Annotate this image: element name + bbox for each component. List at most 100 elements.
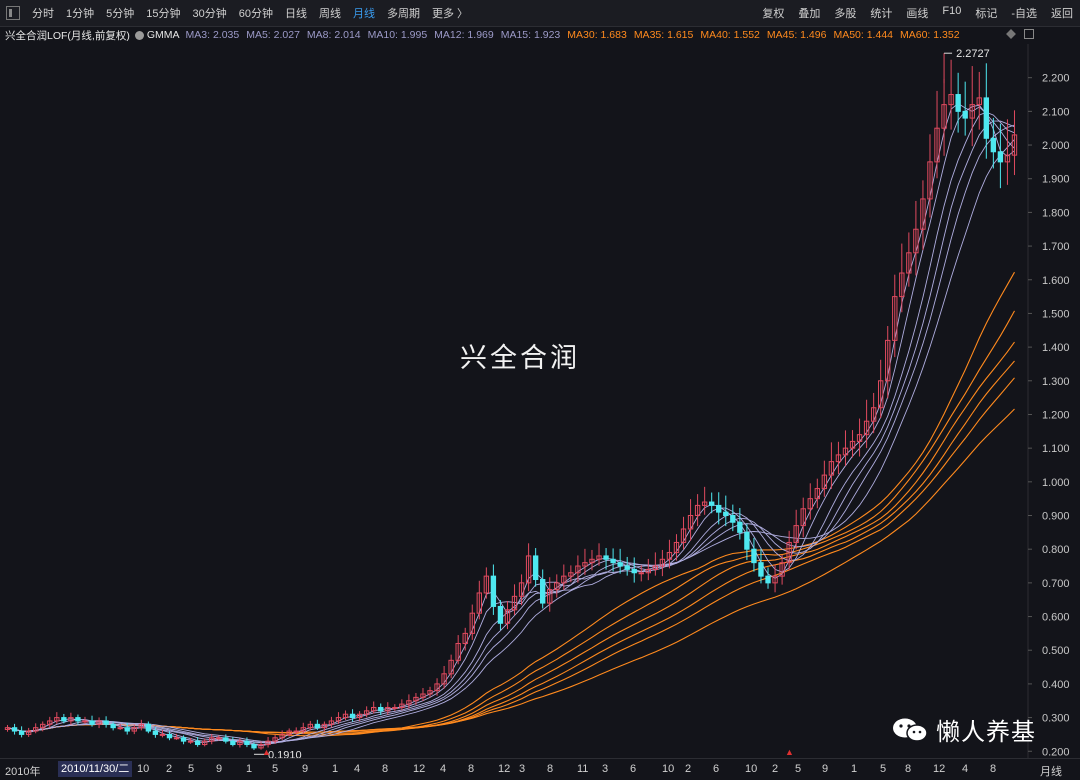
time-axis-label: 5 <box>880 763 887 775</box>
candle-body <box>68 717 74 722</box>
candle-body <box>610 558 616 564</box>
tool-button-5[interactable]: F10 <box>942 5 962 17</box>
time-axis-label: 4 <box>354 763 361 775</box>
candle-body <box>448 659 454 675</box>
y-tick-label: 1.700 <box>1042 241 1070 253</box>
tool-button-3[interactable]: 统计 <box>870 8 893 20</box>
period-tab-8[interactable]: 月线 <box>353 8 375 20</box>
tool-button-0[interactable]: 复权 <box>762 8 785 20</box>
candle-body <box>434 683 440 692</box>
low-value-label: 0.1910 <box>268 749 302 758</box>
period-tab-6[interactable]: 日线 <box>285 8 307 20</box>
candle-body <box>694 504 701 517</box>
time-axis-label: 3 <box>519 763 526 775</box>
candle-body <box>652 565 659 570</box>
time-axis-unit[interactable]: 月线 <box>1040 766 1062 778</box>
period-tab-2[interactable]: 5分钟 <box>106 8 135 20</box>
tool-button-1[interactable]: 叠加 <box>798 8 821 20</box>
time-axis-label: 1 <box>851 763 858 775</box>
candle-body <box>4 727 11 731</box>
candle-body <box>497 605 504 624</box>
candle-body <box>976 97 982 106</box>
tool-button-6[interactable]: 标记 <box>975 8 998 20</box>
candle-body <box>800 508 806 527</box>
ma-value-short_ma-0: MA3: 2.035 <box>185 29 240 41</box>
time-axis-label: 10 <box>745 763 758 775</box>
y-tick-label: 1.500 <box>1042 308 1070 320</box>
candle-body <box>117 727 123 730</box>
candle-body <box>392 706 398 709</box>
period-tab-7[interactable]: 周线 <box>319 8 341 20</box>
time-axis-label: 2 <box>772 763 779 775</box>
candle-body <box>603 555 609 560</box>
candle-body <box>568 572 574 577</box>
short-ma-line-12 <box>7 124 1015 743</box>
maximize-icon[interactable] <box>1024 29 1034 39</box>
ma-value-long_ma-3: MA45: 1.496 <box>766 29 827 41</box>
short-ma-line-3 <box>7 102 1015 747</box>
sidebar-toggle-icon[interactable] <box>6 6 20 20</box>
candle-body <box>202 740 208 746</box>
y-tick-label: 0.300 <box>1042 713 1070 725</box>
tool-button-8[interactable]: 返回 <box>1051 8 1073 20</box>
candle-body <box>631 568 637 574</box>
time-axis-label: 2 <box>166 763 173 775</box>
short-ma-line-5 <box>7 104 1015 745</box>
candle-body <box>152 730 159 735</box>
candle-body <box>638 572 644 575</box>
y-tick-label: 1.200 <box>1042 409 1070 421</box>
dividend-marker-icon[interactable]: ▲ <box>785 747 794 757</box>
period-tab-9[interactable]: 多周期 <box>387 8 420 20</box>
diamond-icon[interactable] <box>1006 29 1016 39</box>
time-axis: 月线 2010年 2010/11/30/二 10 2 5 9 1 5 9 1 4 8 12 4 8 12 3 8 1… <box>0 747 1080 780</box>
indicator-name[interactable]: GMMA <box>146 29 180 41</box>
candle-body <box>166 733 173 739</box>
candle-body <box>476 592 482 614</box>
candle-body <box>349 713 356 719</box>
y-tick-label: 0.700 <box>1042 578 1070 590</box>
period-tab-0[interactable]: 分时 <box>32 8 54 20</box>
candle-body <box>624 565 630 570</box>
candle-body <box>54 717 60 722</box>
candle-body <box>532 555 539 581</box>
tool-button-7[interactable]: -自选 <box>1011 8 1037 20</box>
candle-body <box>237 740 243 746</box>
settings-gear-icon[interactable] <box>134 30 144 40</box>
candlestick-chart[interactable]: 2.200 2.100 2.000 1.900 1.800 1.700 1.600 1.500… <box>0 44 1080 758</box>
y-tick-label: 1.800 <box>1042 207 1070 219</box>
candle-body <box>342 713 349 719</box>
candle-body <box>744 531 750 550</box>
time-axis-label: 12 <box>933 763 946 775</box>
long-ma-values: MA30: 1.683 MA35: 1.615 MA40: 1.552 MA45: 1… <box>567 29 966 41</box>
candle-body <box>187 740 194 743</box>
tool-button-2[interactable]: 多股 <box>834 8 857 20</box>
candle-body <box>709 501 715 506</box>
candle-body <box>307 723 313 729</box>
dividend-marker-icon[interactable]: ▲ <box>262 747 271 757</box>
candle-body <box>835 454 842 463</box>
candle-body <box>575 565 581 574</box>
candle-body <box>772 575 778 584</box>
y-tick-label: 1.300 <box>1042 376 1070 388</box>
period-tab-3[interactable]: 15分钟 <box>146 8 181 20</box>
time-axis-label: 12 <box>498 763 511 775</box>
candle-body <box>124 727 130 732</box>
candle-body <box>582 562 588 567</box>
period-tab-4[interactable]: 30分钟 <box>192 8 227 20</box>
ma-value-short_ma-2: MA8: 2.014 <box>306 29 361 41</box>
tool-button-4[interactable]: 画线 <box>906 8 929 20</box>
candle-body <box>385 706 391 712</box>
ma-value-short_ma-4: MA12: 1.969 <box>434 29 494 41</box>
time-axis-label: 10 <box>662 763 675 775</box>
period-tab-5[interactable]: 60分钟 <box>238 8 273 20</box>
candle-body <box>490 575 497 607</box>
y-tick-label: 2.200 <box>1042 73 1070 85</box>
time-axis-label: 5 <box>188 763 195 775</box>
period-tab-1[interactable]: 1分钟 <box>66 8 95 20</box>
candle-body <box>406 700 412 705</box>
candle-body <box>61 717 67 722</box>
time-axis-label: 5 <box>272 763 279 775</box>
period-tab-10[interactable]: 更多 〉 <box>432 8 469 20</box>
long-ma-line-45 <box>7 360 1015 734</box>
security-title: 兴全合润LOF(月线,前复权) <box>5 29 130 42</box>
